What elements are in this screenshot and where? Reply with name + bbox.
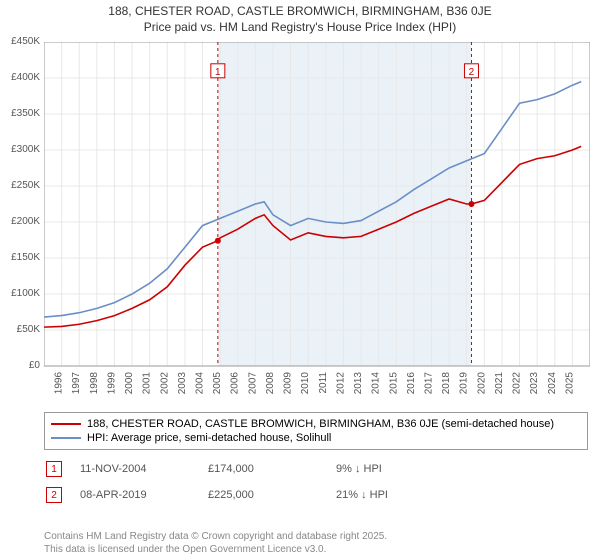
y-tick-label: £350K bbox=[0, 108, 40, 119]
svg-text:2000: 2000 bbox=[124, 372, 135, 395]
y-tick-label: £0 bbox=[0, 360, 40, 371]
svg-text:1998: 1998 bbox=[89, 372, 100, 395]
svg-text:1999: 1999 bbox=[106, 372, 117, 395]
svg-text:2018: 2018 bbox=[441, 372, 452, 395]
line-chart: 1 2 1995 1996 1997 1998 1999 2000 2001 2002 2003 20… bbox=[44, 42, 590, 400]
svg-text:2021: 2021 bbox=[494, 372, 505, 395]
y-tick-label: £250K bbox=[0, 180, 40, 191]
legend-swatch bbox=[51, 437, 81, 439]
cell-date: 11-NOV-2004 bbox=[80, 463, 190, 475]
cell-date: 08-APR-2019 bbox=[80, 489, 190, 501]
y-tick-label: £50K bbox=[0, 324, 40, 335]
cell-pct: 9% ↓ HPI bbox=[336, 463, 426, 475]
legend: 188, CHESTER ROAD, CASTLE BROMWICH, BIRM… bbox=[44, 412, 588, 450]
legend-label: 188, CHESTER ROAD, CASTLE BROMWICH, BIRM… bbox=[87, 418, 554, 430]
table-row: 1 11-NOV-2004 £174,000 9% ↓ HPI bbox=[44, 456, 588, 482]
svg-text:2022: 2022 bbox=[512, 372, 523, 395]
svg-text:2010: 2010 bbox=[300, 372, 311, 395]
legend-swatch bbox=[51, 423, 81, 425]
y-tick-label: £100K bbox=[0, 288, 40, 299]
svg-text:2014: 2014 bbox=[371, 372, 382, 395]
chart-title: 188, CHESTER ROAD, CASTLE BROMWICH, BIRM… bbox=[0, 0, 600, 35]
legend-label: HPI: Average price, semi-detached house,… bbox=[87, 432, 331, 444]
svg-text:1996: 1996 bbox=[54, 372, 65, 395]
marker-badge: 1 bbox=[46, 461, 62, 477]
svg-text:2025: 2025 bbox=[564, 372, 575, 395]
svg-text:2004: 2004 bbox=[195, 372, 206, 395]
svg-text:1997: 1997 bbox=[71, 372, 82, 395]
transaction-table: 1 11-NOV-2004 £174,000 9% ↓ HPI 2 08-APR… bbox=[44, 456, 588, 508]
svg-text:2015: 2015 bbox=[388, 372, 399, 395]
svg-text:2020: 2020 bbox=[476, 372, 487, 395]
svg-text:2002: 2002 bbox=[159, 372, 170, 395]
svg-text:2016: 2016 bbox=[406, 372, 417, 395]
svg-text:2011: 2011 bbox=[318, 372, 329, 394]
svg-text:1995: 1995 bbox=[44, 372, 47, 395]
svg-text:2005: 2005 bbox=[212, 372, 223, 395]
legend-item: HPI: Average price, semi-detached house,… bbox=[51, 431, 581, 445]
svg-text:2013: 2013 bbox=[353, 372, 364, 395]
svg-text:2001: 2001 bbox=[142, 372, 153, 395]
svg-text:2006: 2006 bbox=[230, 372, 241, 395]
cell-price: £174,000 bbox=[208, 463, 318, 475]
svg-text:2007: 2007 bbox=[247, 372, 258, 395]
y-tick-label: £300K bbox=[0, 144, 40, 155]
table-row: 2 08-APR-2019 £225,000 21% ↓ HPI bbox=[44, 482, 588, 508]
title-line-2: Price paid vs. HM Land Registry's House … bbox=[0, 20, 600, 36]
svg-text:2008: 2008 bbox=[265, 372, 276, 395]
svg-text:1: 1 bbox=[215, 67, 221, 78]
cell-pct: 21% ↓ HPI bbox=[336, 489, 426, 501]
chart-container: 188, CHESTER ROAD, CASTLE BROMWICH, BIRM… bbox=[0, 0, 600, 560]
svg-text:2012: 2012 bbox=[335, 372, 346, 395]
title-line-1: 188, CHESTER ROAD, CASTLE BROMWICH, BIRM… bbox=[0, 4, 600, 20]
svg-text:2019: 2019 bbox=[459, 372, 470, 395]
y-tick-label: £200K bbox=[0, 216, 40, 227]
legend-item: 188, CHESTER ROAD, CASTLE BROMWICH, BIRM… bbox=[51, 417, 581, 431]
y-tick-label: £450K bbox=[0, 36, 40, 47]
svg-text:2017: 2017 bbox=[423, 372, 434, 395]
footnote-line: Contains HM Land Registry data © Crown c… bbox=[44, 530, 387, 543]
marker-badge: 2 bbox=[46, 487, 62, 503]
y-tick-label: £400K bbox=[0, 72, 40, 83]
footnote-line: This data is licensed under the Open Gov… bbox=[44, 543, 387, 556]
svg-text:2009: 2009 bbox=[283, 372, 294, 395]
svg-text:2024: 2024 bbox=[547, 372, 558, 395]
footnote: Contains HM Land Registry data © Crown c… bbox=[44, 530, 387, 556]
y-tick-label: £150K bbox=[0, 252, 40, 263]
svg-text:2023: 2023 bbox=[529, 372, 540, 395]
cell-price: £225,000 bbox=[208, 489, 318, 501]
svg-text:2003: 2003 bbox=[177, 372, 188, 395]
svg-text:2: 2 bbox=[469, 67, 475, 78]
